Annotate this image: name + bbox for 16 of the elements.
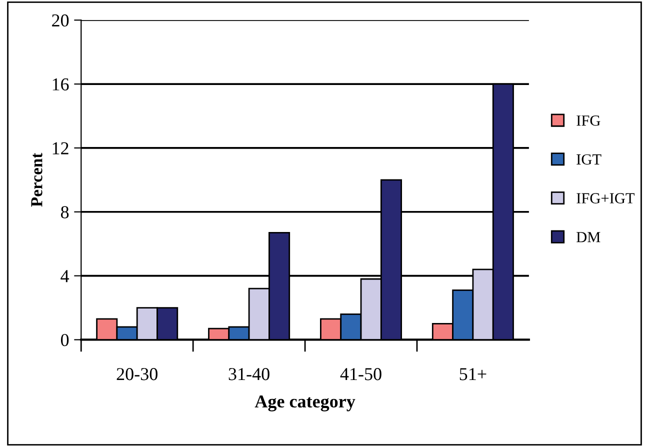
legend-label: IFG [576, 115, 600, 126]
legend-label: IFG+IGT [576, 193, 635, 204]
x-tick-label: 41-50 [340, 368, 382, 380]
x-tick-label: 20-30 [116, 368, 158, 380]
legend-label: DM [576, 232, 600, 242]
legend-label: IGT [576, 154, 602, 165]
y-axis-title: Percent [31, 152, 42, 207]
x-tick-label: 51+ [460, 368, 486, 380]
y-tick-label: 20 [52, 14, 69, 27]
y-tick-label: 4 [60, 270, 70, 282]
x-tick-label: 31-40 [228, 368, 270, 380]
y-tick-label: 16 [52, 78, 69, 90]
y-tick-label: 8 [60, 206, 69, 218]
x-axis-title: Age category [254, 395, 356, 412]
y-tick-label: 0 [60, 334, 69, 346]
y-tick-label: 12 [52, 142, 68, 154]
